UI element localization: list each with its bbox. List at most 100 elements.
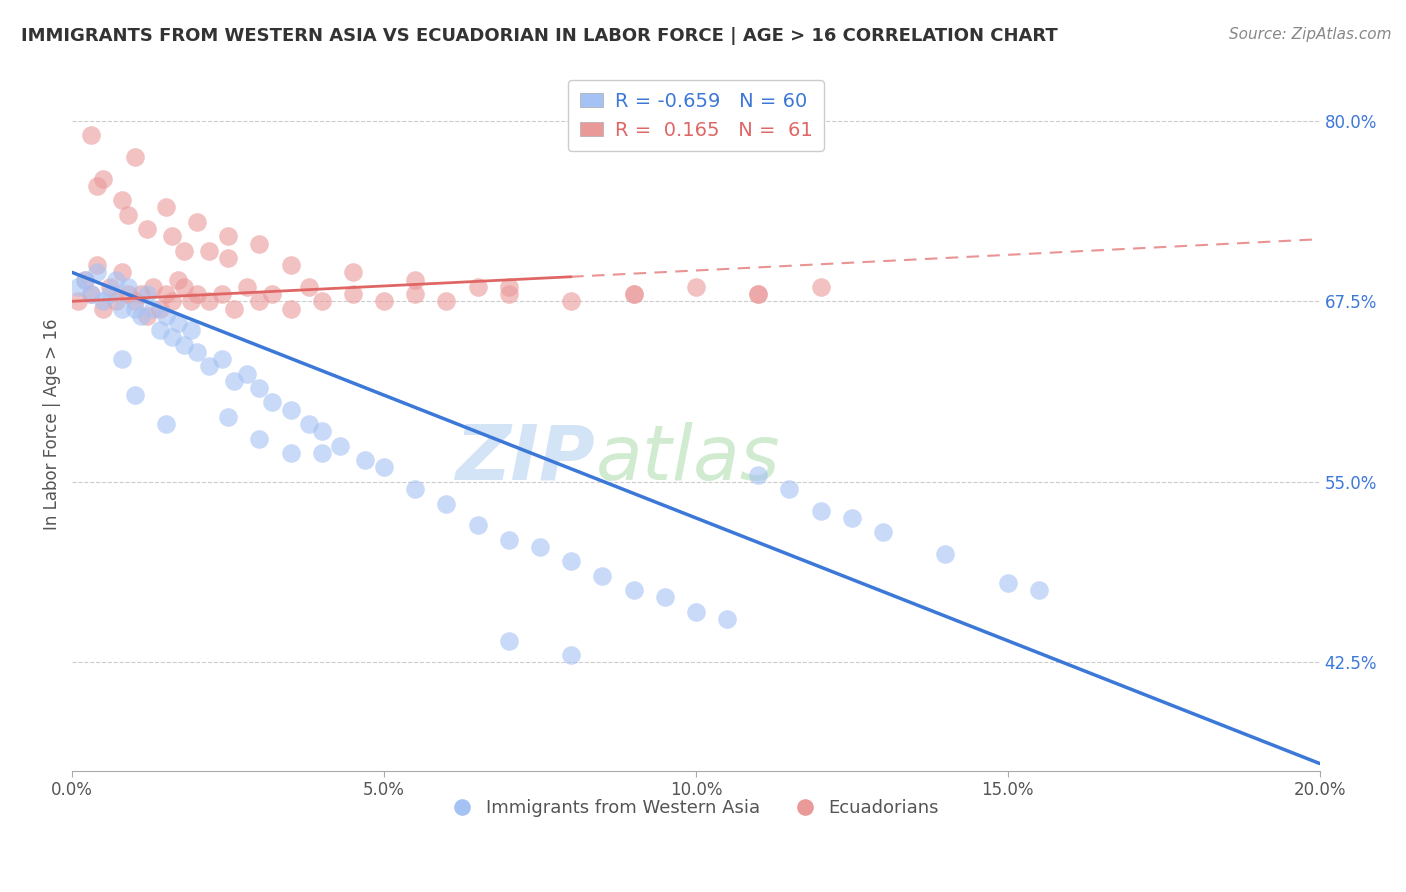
Point (67, 280, 90, 294)
Point (124, 294, 146, 309)
Point (247, 294, 270, 309)
Point (280, 402, 302, 417)
Point (404, 287, 426, 301)
Point (111, 352, 134, 367)
Point (685, 280, 707, 294)
Point (98, 287, 121, 301)
Point (260, 395, 283, 409)
Point (129, 309, 152, 323)
Point (436, 496, 458, 510)
Point (498, 633, 520, 648)
Point (280, 258, 302, 272)
Point (180, 323, 202, 337)
Point (260, 287, 283, 301)
Point (93, 171, 115, 186)
Point (1028, 583, 1050, 598)
Point (160, 294, 183, 309)
Point (167, 316, 190, 330)
Point (155, 287, 177, 301)
Point (80, 287, 103, 301)
Point (354, 453, 377, 467)
Point (117, 287, 139, 301)
Point (247, 432, 270, 446)
Point (86, 258, 108, 272)
Point (124, 301, 146, 316)
Point (373, 460, 395, 475)
Point (73, 272, 96, 286)
Point (124, 150, 146, 164)
Point (155, 417, 177, 431)
Point (167, 272, 190, 286)
Point (124, 388, 146, 402)
Point (160, 229, 183, 244)
Point (111, 301, 134, 316)
Point (104, 294, 127, 309)
Point (117, 280, 139, 294)
Point (142, 280, 165, 294)
Point (404, 482, 426, 496)
Point (560, 294, 582, 309)
Point (186, 215, 208, 229)
Point (198, 359, 221, 374)
Point (685, 605, 707, 619)
Point (136, 287, 159, 301)
Point (498, 287, 520, 301)
Point (747, 287, 769, 301)
Point (997, 576, 1019, 591)
Text: Source: ZipAtlas.com: Source: ZipAtlas.com (1229, 27, 1392, 42)
Point (810, 504, 832, 518)
Point (198, 294, 221, 309)
Point (872, 525, 894, 540)
Point (280, 446, 302, 460)
Point (217, 229, 239, 244)
Point (211, 287, 233, 301)
Point (111, 193, 134, 207)
Point (155, 201, 177, 215)
Point (623, 583, 645, 598)
Point (498, 280, 520, 294)
Point (217, 251, 239, 265)
Point (148, 301, 170, 316)
Point (298, 280, 321, 294)
Point (810, 280, 832, 294)
Point (560, 554, 582, 568)
Point (217, 409, 239, 424)
Point (654, 591, 676, 605)
Point (436, 294, 458, 309)
Point (173, 280, 195, 294)
Point (155, 309, 177, 323)
Point (747, 287, 769, 301)
Point (173, 337, 195, 351)
Point (186, 287, 208, 301)
Point (311, 446, 333, 460)
Point (373, 294, 395, 309)
Point (623, 287, 645, 301)
Legend: Immigrants from Western Asia, Ecuadorians: Immigrants from Western Asia, Ecuadorian… (446, 791, 946, 824)
Point (591, 568, 613, 582)
Point (93, 294, 115, 309)
Y-axis label: In Labor Force | Age > 16: In Labor Force | Age > 16 (44, 318, 60, 530)
Point (67, 294, 90, 309)
Point (148, 323, 170, 337)
Point (224, 374, 246, 388)
Text: atlas: atlas (596, 422, 780, 496)
Point (467, 518, 489, 533)
Point (247, 381, 270, 395)
Point (716, 612, 738, 626)
Point (247, 236, 270, 251)
Point (342, 287, 364, 301)
Point (86, 178, 108, 193)
Point (236, 280, 259, 294)
Point (160, 330, 183, 344)
Point (404, 272, 426, 286)
Point (311, 294, 333, 309)
Point (98, 280, 121, 294)
Point (93, 301, 115, 316)
Point (198, 244, 221, 258)
Point (142, 301, 165, 316)
Point (747, 467, 769, 482)
Point (841, 511, 863, 525)
Point (186, 344, 208, 359)
Point (117, 208, 139, 222)
Point (136, 309, 159, 323)
